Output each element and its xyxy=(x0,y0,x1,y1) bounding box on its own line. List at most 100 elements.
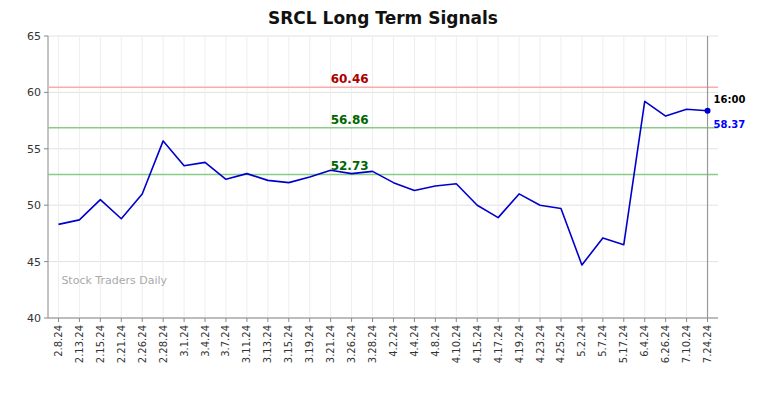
x-tick xyxy=(519,318,520,322)
grid-line-x xyxy=(58,36,59,318)
y-tick-label: 60 xyxy=(27,86,41,99)
grid-line-x xyxy=(602,36,603,318)
price-line xyxy=(58,101,707,265)
grid-line-y xyxy=(48,261,718,262)
x-tick xyxy=(267,318,268,322)
x-tick xyxy=(205,318,206,322)
y-tick xyxy=(44,148,48,149)
grid-line-x xyxy=(477,36,478,318)
grid-line-x xyxy=(581,36,582,318)
last-point xyxy=(705,108,711,114)
grid-line-x xyxy=(435,36,436,318)
x-tick xyxy=(351,318,352,322)
x-tick-label: 3.4.24 xyxy=(200,325,211,357)
x-tick xyxy=(414,318,415,322)
x-tick xyxy=(540,318,541,322)
grid-line-x xyxy=(686,36,687,318)
grid-line-x xyxy=(456,36,457,318)
grid-line-x xyxy=(707,36,708,318)
x-tick-label: 3.28.24 xyxy=(367,325,378,363)
grid-line-x xyxy=(560,36,561,318)
y-tick-label: 40 xyxy=(27,312,41,325)
x-tick xyxy=(560,318,561,322)
x-tick-label: 4.23.24 xyxy=(535,325,546,363)
title: SRCL Long Term Signals xyxy=(268,8,498,28)
watermark: Stock Traders Daily xyxy=(61,274,167,287)
y-tick xyxy=(44,205,48,206)
grid-line-x xyxy=(498,36,499,318)
x-tick-label: 5.2.24 xyxy=(576,325,587,357)
x-tick xyxy=(309,318,310,322)
x-tick xyxy=(456,318,457,322)
grid-line-x xyxy=(644,36,645,318)
x-tick-label: 3.15.24 xyxy=(283,325,294,363)
x-tick xyxy=(602,318,603,322)
y-tick-label: 65 xyxy=(27,30,41,43)
x-tick-label: 3.26.24 xyxy=(346,325,357,363)
last-time: 16:00 xyxy=(714,94,746,105)
x-tick-label: 2.13.24 xyxy=(74,325,85,363)
x-tick xyxy=(665,318,666,322)
x-tick xyxy=(435,318,436,322)
x-tick-label: 4.25.24 xyxy=(555,325,566,363)
reference-label: 52.73 xyxy=(331,159,369,173)
x-tick-label: 3.19.24 xyxy=(304,325,315,363)
reference-line xyxy=(48,174,718,176)
grid-line-y xyxy=(48,318,718,319)
grid-line-x xyxy=(205,36,206,318)
x-tick xyxy=(393,318,394,322)
y-tick-label: 50 xyxy=(27,199,41,212)
x-tick-label: 2.21.24 xyxy=(116,325,127,363)
x-tick-label: 4.19.24 xyxy=(514,325,525,363)
x-tick-label: 7.10.24 xyxy=(681,325,692,363)
x-tick xyxy=(163,318,164,322)
x-tick-label: 4.17.24 xyxy=(493,325,504,363)
grid-line-y xyxy=(48,205,718,206)
x-tick-label: 2.28.24 xyxy=(158,325,169,363)
grid-line-x xyxy=(540,36,541,318)
x-tick xyxy=(288,318,289,322)
x-axis xyxy=(48,318,718,319)
x-tick xyxy=(372,318,373,322)
x-tick xyxy=(644,318,645,322)
y-tick-label: 55 xyxy=(27,143,41,156)
y-tick xyxy=(44,36,48,37)
grid-line-y xyxy=(48,92,718,93)
x-tick xyxy=(225,318,226,322)
last-price: 58.37 xyxy=(714,119,746,130)
grid-line-x xyxy=(288,36,289,318)
x-tick xyxy=(100,318,101,322)
x-tick-label: 2.26.24 xyxy=(137,325,148,363)
x-tick-label: 2.15.24 xyxy=(95,325,106,363)
x-tick xyxy=(142,318,143,322)
x-tick-label: 3.21.24 xyxy=(325,325,336,363)
reference-label: 60.46 xyxy=(331,72,369,86)
x-tick xyxy=(707,318,708,322)
x-tick-label: 5.17.24 xyxy=(618,325,629,363)
x-tick-label: 4.4.24 xyxy=(409,325,420,357)
grid-line-y xyxy=(48,148,718,149)
y-tick xyxy=(44,318,48,319)
grid-line-x xyxy=(225,36,226,318)
reference-line xyxy=(48,86,718,88)
x-tick-label: 4.2.24 xyxy=(388,325,399,357)
x-tick xyxy=(581,318,582,322)
last-point-marker-line xyxy=(707,36,708,318)
x-tick xyxy=(623,318,624,322)
x-tick-label: 6.4.24 xyxy=(639,325,650,357)
x-tick-label: 7.24.24 xyxy=(702,325,713,363)
y-axis xyxy=(48,36,49,318)
plot-area xyxy=(48,36,718,318)
grid-line-x xyxy=(267,36,268,318)
y-tick xyxy=(44,92,48,93)
grid-line-x xyxy=(372,36,373,318)
x-tick-label: 3.11.24 xyxy=(241,325,252,363)
x-tick xyxy=(477,318,478,322)
grid-line-x xyxy=(393,36,394,318)
x-tick-label: 4.8.24 xyxy=(430,325,441,357)
x-tick-label: 3.13.24 xyxy=(262,325,273,363)
x-tick-label: 2.8.24 xyxy=(53,325,64,357)
x-tick xyxy=(330,318,331,322)
x-tick xyxy=(58,318,59,322)
x-tick-label: 3.1.24 xyxy=(179,325,190,357)
